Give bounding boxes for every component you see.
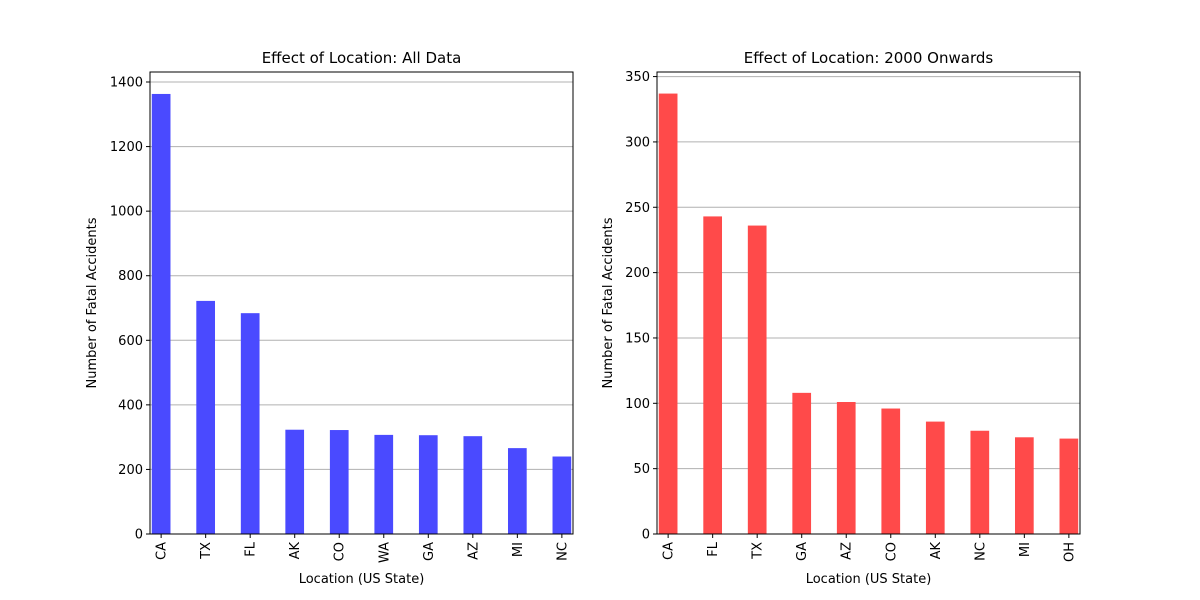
y-tick-label: 600 bbox=[118, 334, 143, 349]
bar-fl bbox=[240, 313, 260, 534]
y-tick-label: 200 bbox=[625, 266, 650, 281]
y-tick-label: 400 bbox=[118, 398, 143, 413]
x-tick-label: CA bbox=[155, 542, 170, 560]
y-tick-label: 300 bbox=[625, 135, 650, 150]
bar-wa bbox=[374, 434, 394, 534]
bar-co bbox=[329, 430, 349, 534]
x-tick-label: MI bbox=[1018, 542, 1033, 557]
x-tick-label: AK bbox=[288, 542, 303, 560]
x-tick-label: FL bbox=[706, 541, 721, 556]
x-ticks: CA TX FL AK CO WA GA AZ MI NC bbox=[155, 534, 570, 563]
bar-ak bbox=[925, 421, 945, 534]
bar-ga bbox=[792, 392, 812, 534]
y-tick-label: 250 bbox=[625, 201, 650, 216]
chart-left: 0 200 400 600 800 1000 1200 1400 CA TX FL AK CO WA GA… bbox=[85, 49, 574, 587]
y-tick-label: 0 bbox=[642, 528, 650, 543]
bar-ak bbox=[285, 429, 305, 534]
y-ticks: 0 50 100 150 200 250 300 350 bbox=[625, 70, 657, 543]
x-tick-label: GA bbox=[795, 542, 810, 561]
bar-nc bbox=[970, 430, 990, 534]
x-tick-label: TX bbox=[751, 542, 766, 560]
x-tick-label: NC bbox=[973, 542, 988, 561]
bar-co bbox=[881, 408, 901, 534]
y-tick-label: 200 bbox=[118, 463, 143, 478]
x-tick-label: CO bbox=[884, 542, 899, 561]
bars bbox=[658, 93, 1079, 535]
grid bbox=[150, 81, 573, 470]
grid bbox=[657, 76, 1080, 470]
y-tick-label: 350 bbox=[625, 70, 650, 85]
bar-nc bbox=[552, 456, 572, 534]
x-axis-label: Location (US State) bbox=[806, 572, 932, 587]
bar-ca bbox=[658, 93, 678, 534]
bar-mi bbox=[1014, 437, 1034, 534]
y-tick-label: 800 bbox=[118, 269, 143, 284]
x-tick-label: CA bbox=[662, 542, 677, 560]
x-axis-label: Location (US State) bbox=[299, 572, 425, 587]
bar-az bbox=[836, 402, 856, 534]
x-tick-label: OH bbox=[1062, 542, 1077, 562]
y-tick-label: 1400 bbox=[110, 76, 143, 91]
bar-fl bbox=[703, 216, 723, 535]
y-tick-label: 1000 bbox=[110, 205, 143, 220]
x-tick-label: CO bbox=[333, 542, 348, 561]
bar-oh bbox=[1059, 438, 1079, 534]
chart-title: Effect of Location: 2000 Onwards bbox=[744, 49, 994, 67]
x-tick-label: MI bbox=[511, 542, 526, 557]
plot-frame bbox=[149, 71, 574, 535]
bar-ga bbox=[418, 435, 438, 534]
y-tick-label: 100 bbox=[625, 397, 650, 412]
x-tick-label: FL bbox=[244, 541, 259, 556]
x-tick-label: AK bbox=[929, 542, 944, 560]
y-tick-label: 0 bbox=[135, 528, 143, 543]
y-tick-label: 50 bbox=[633, 462, 650, 477]
y-tick-label: 1200 bbox=[110, 140, 143, 155]
y-tick-label: 150 bbox=[625, 331, 650, 346]
chart-right: 0 50 100 150 200 250 300 350 CA FL TX GA AZ CO AK NC MI… bbox=[601, 49, 1081, 587]
x-tick-label: AZ bbox=[466, 542, 481, 560]
bar-tx bbox=[196, 300, 216, 534]
plot-frame bbox=[656, 71, 1081, 535]
x-tick-label: GA bbox=[422, 542, 437, 561]
chart-title: Effect of Location: All Data bbox=[262, 49, 462, 67]
y-ticks: 0 200 400 600 800 1000 1200 1400 bbox=[110, 76, 150, 543]
x-tick-label: AZ bbox=[840, 542, 855, 560]
y-axis-label: Number of Fatal Accidents bbox=[85, 217, 100, 388]
bar-mi bbox=[507, 448, 527, 534]
bar-az bbox=[463, 436, 483, 534]
bar-tx bbox=[747, 225, 767, 534]
y-axis-label: Number of Fatal Accidents bbox=[601, 217, 616, 388]
x-tick-label: WA bbox=[377, 542, 392, 563]
x-ticks: CA FL TX GA AZ CO AK NC MI OH bbox=[662, 534, 1077, 562]
bars bbox=[151, 93, 572, 534]
bar-ca bbox=[151, 93, 171, 534]
x-tick-label: TX bbox=[199, 542, 214, 560]
x-tick-label: NC bbox=[555, 542, 570, 561]
